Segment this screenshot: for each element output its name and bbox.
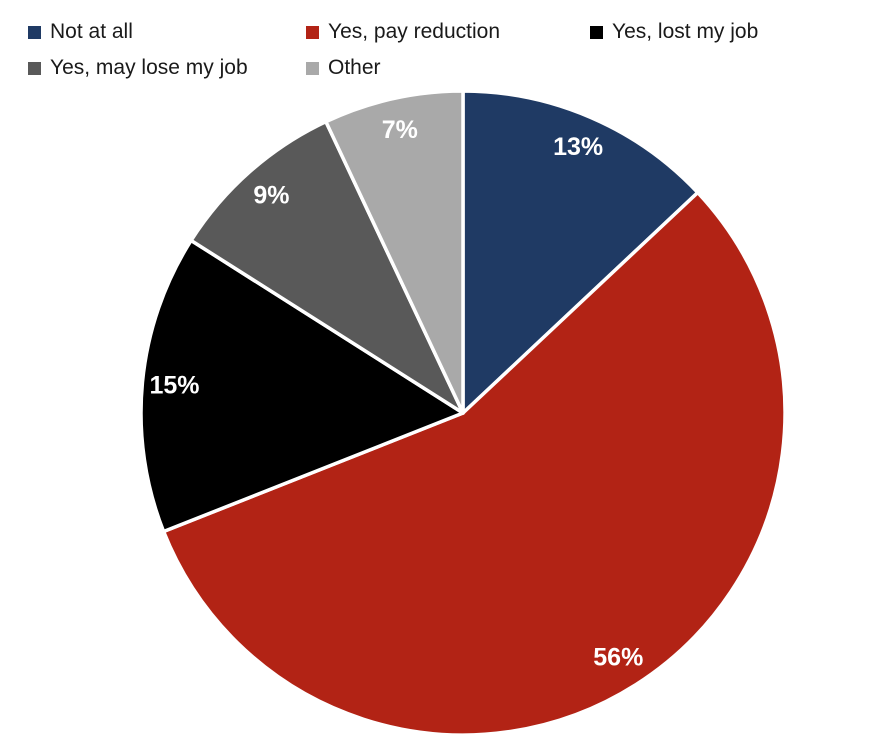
legend-item-other: Other [306, 55, 381, 81]
pie-slice-yes-lost-my-job [139, 238, 465, 534]
pie-data-label-yes-may-lose-my-job: 9% [253, 182, 289, 210]
legend-label-yes-lost-my-job: Yes, lost my job [612, 20, 759, 43]
legend-label-not-at-all: Not at all [50, 20, 133, 43]
legend-swatch-yes-may-lose-my-job [28, 61, 41, 75]
pie-data-label-yes-pay-reduction: 56% [593, 644, 643, 672]
legend-label-yes-may-lose-my-job: Yes, may lose my job [50, 56, 248, 79]
pie-data-label-yes-lost-my-job: 15% [149, 372, 199, 400]
pie-data-label-other: 7% [382, 116, 418, 144]
pie-slice-not-at-all [461, 89, 700, 415]
pie-slice-other [324, 89, 465, 415]
legend-item-yes-may-lose-my-job: Yes, may lose my job [28, 55, 248, 81]
legend-label-yes-pay-reduction: Yes, pay reduction [328, 20, 501, 43]
legend-swatch-yes-lost-my-job [590, 25, 603, 39]
pie-slice-yes-pay-reduction [161, 190, 787, 737]
legend-swatch-not-at-all [28, 25, 41, 39]
pie-data-label-not-at-all: 13% [553, 133, 603, 161]
legend-swatch-other [306, 61, 319, 75]
pie-slice-yes-may-lose-my-job [189, 119, 465, 415]
legend-item-yes-pay-reduction: Yes, pay reduction [306, 19, 500, 45]
legend-item-not-at-all: Not at all [28, 19, 133, 45]
legend-item-yes-lost-my-job: Yes, lost my job [590, 19, 758, 45]
legend-swatch-yes-pay-reduction [306, 25, 319, 39]
legend-label-other: Other [328, 56, 381, 79]
